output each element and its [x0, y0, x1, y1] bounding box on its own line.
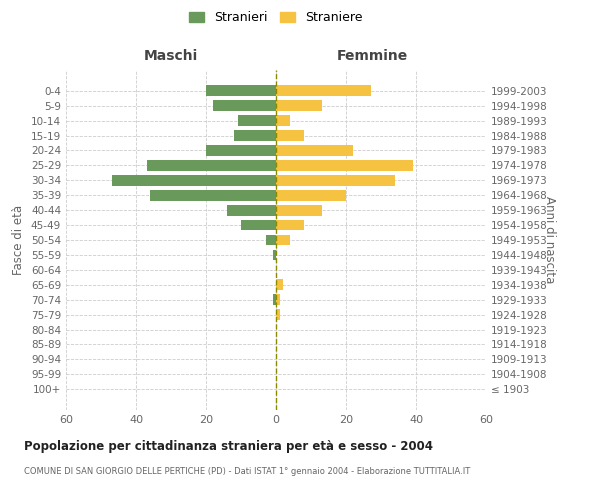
Bar: [276, 160, 413, 171]
Bar: [276, 309, 280, 320]
Bar: [150, 190, 276, 200]
Bar: [112, 175, 276, 186]
Text: Popolazione per cittadinanza straniera per età e sesso - 2004: Popolazione per cittadinanza straniera p…: [24, 440, 433, 453]
Bar: [206, 86, 276, 96]
Bar: [238, 116, 276, 126]
Bar: [276, 130, 304, 141]
Text: Maschi: Maschi: [144, 48, 198, 62]
Bar: [276, 220, 304, 230]
Y-axis label: Anni di nascita: Anni di nascita: [543, 196, 556, 284]
Bar: [227, 205, 276, 216]
Bar: [272, 294, 276, 305]
Bar: [276, 175, 395, 186]
Bar: [241, 220, 276, 230]
Bar: [234, 130, 276, 141]
Bar: [276, 116, 290, 126]
Bar: [276, 294, 280, 305]
Bar: [276, 190, 346, 200]
Bar: [276, 86, 371, 96]
Bar: [276, 234, 290, 246]
Bar: [272, 250, 276, 260]
Bar: [276, 205, 322, 216]
Legend: Stranieri, Straniere: Stranieri, Straniere: [184, 6, 368, 29]
Bar: [276, 100, 322, 111]
Bar: [206, 145, 276, 156]
Text: COMUNE DI SAN GIORGIO DELLE PERTICHE (PD) - Dati ISTAT 1° gennaio 2004 - Elabora: COMUNE DI SAN GIORGIO DELLE PERTICHE (PD…: [24, 468, 470, 476]
Text: Femmine: Femmine: [337, 48, 407, 62]
Bar: [276, 145, 353, 156]
Bar: [276, 280, 283, 290]
Y-axis label: Fasce di età: Fasce di età: [13, 205, 25, 275]
Bar: [146, 160, 276, 171]
Bar: [265, 234, 276, 246]
Bar: [213, 100, 276, 111]
